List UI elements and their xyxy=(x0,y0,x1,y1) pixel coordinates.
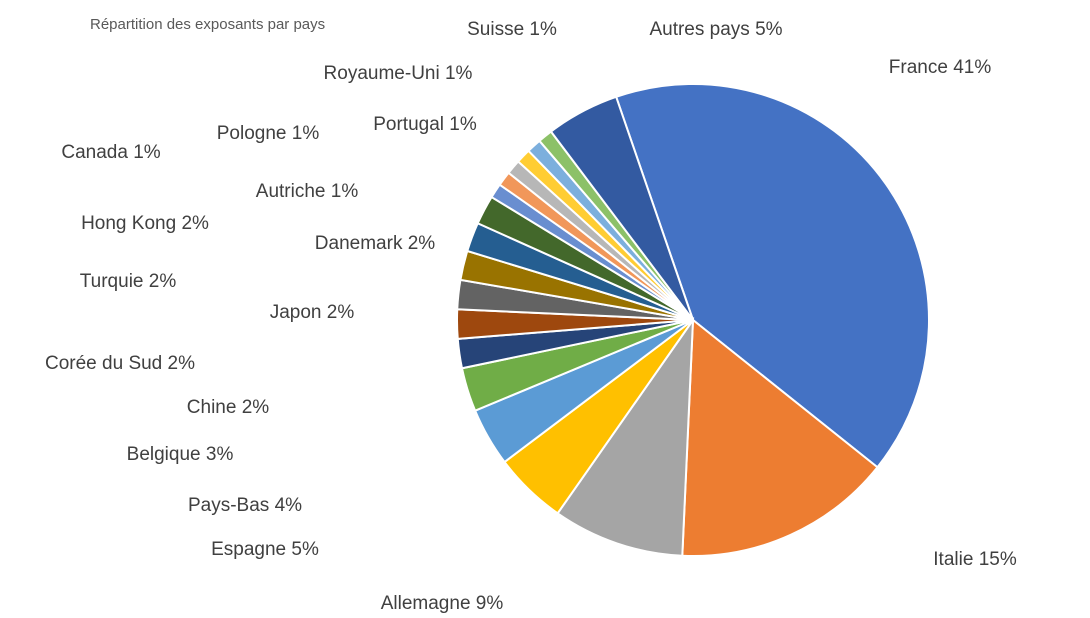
category-name: Autres pays xyxy=(649,19,749,40)
value-label: 2% xyxy=(149,271,177,292)
slice-label: Autriche 1% xyxy=(256,181,359,202)
value-label: 1% xyxy=(331,181,359,202)
slice-label: Allemagne 9% xyxy=(381,593,504,614)
slice-label: Suisse 1% xyxy=(467,19,557,40)
value-label: 2% xyxy=(168,353,196,374)
value-label: 1% xyxy=(133,142,161,163)
value-label: 1% xyxy=(292,123,320,144)
slice-label: Pays-Bas 4% xyxy=(188,495,302,516)
slice-label: Pologne 1% xyxy=(217,123,320,144)
slice-label: Chine 2% xyxy=(187,397,270,418)
slice-label: Turquie 2% xyxy=(80,271,177,292)
slice-label: Portugal 1% xyxy=(373,114,477,135)
pie-slice xyxy=(549,95,694,321)
category-name: Pologne xyxy=(217,123,287,144)
value-label: 15% xyxy=(979,549,1017,570)
category-name: Espagne xyxy=(211,539,286,560)
value-label: 2% xyxy=(181,213,209,234)
slice-label: Canada 1% xyxy=(61,142,160,163)
value-label: 1% xyxy=(445,63,473,84)
value-label: 2% xyxy=(242,397,270,418)
value-label: 5% xyxy=(755,19,783,40)
category-name: Turquie xyxy=(80,271,144,292)
category-name: Suisse xyxy=(467,19,524,40)
slice-label: Royaume-Uni 1% xyxy=(324,63,473,84)
category-name: Chine xyxy=(187,397,237,418)
slice-label: Belgique 3% xyxy=(127,444,234,465)
category-name: Royaume-Uni xyxy=(324,63,440,84)
pie-slice xyxy=(614,83,930,469)
pie-slice xyxy=(556,316,695,557)
slice-label: Danemark 2% xyxy=(315,233,436,254)
value-label: 4% xyxy=(275,495,303,516)
category-name: Portugal xyxy=(373,114,444,135)
value-label: 2% xyxy=(408,233,436,254)
category-name: Canada xyxy=(61,142,128,163)
value-label: 1% xyxy=(529,19,557,40)
slice-label: Espagne 5% xyxy=(211,539,319,560)
chart-title: Répartition des exposants par pays xyxy=(90,16,325,33)
category-name: Japon xyxy=(270,302,322,323)
category-name: Pays-Bas xyxy=(188,495,269,516)
slice-label: Corée du Sud 2% xyxy=(45,353,195,374)
slice-label: Autres pays 5% xyxy=(649,19,782,40)
value-label: 3% xyxy=(206,444,234,465)
value-label: 1% xyxy=(449,114,477,135)
category-name: Corée du Sud xyxy=(45,353,162,374)
value-label: 2% xyxy=(327,302,355,323)
pie-slice xyxy=(681,317,879,557)
value-label: 9% xyxy=(476,593,504,614)
category-name: Allemagne xyxy=(381,593,471,614)
category-name: Italie xyxy=(933,549,973,570)
slice-label: Hong Kong 2% xyxy=(81,213,209,234)
slice-label: Japon 2% xyxy=(270,302,355,323)
category-name: France xyxy=(889,57,948,78)
slice-label: Italie 15% xyxy=(933,549,1017,570)
slice-label: France 41% xyxy=(889,57,992,78)
value-label: 41% xyxy=(953,57,991,78)
category-name: Hong Kong xyxy=(81,213,176,234)
category-name: Belgique xyxy=(127,444,201,465)
category-name: Autriche xyxy=(256,181,326,202)
value-label: 5% xyxy=(291,539,319,560)
category-name: Danemark xyxy=(315,233,403,254)
